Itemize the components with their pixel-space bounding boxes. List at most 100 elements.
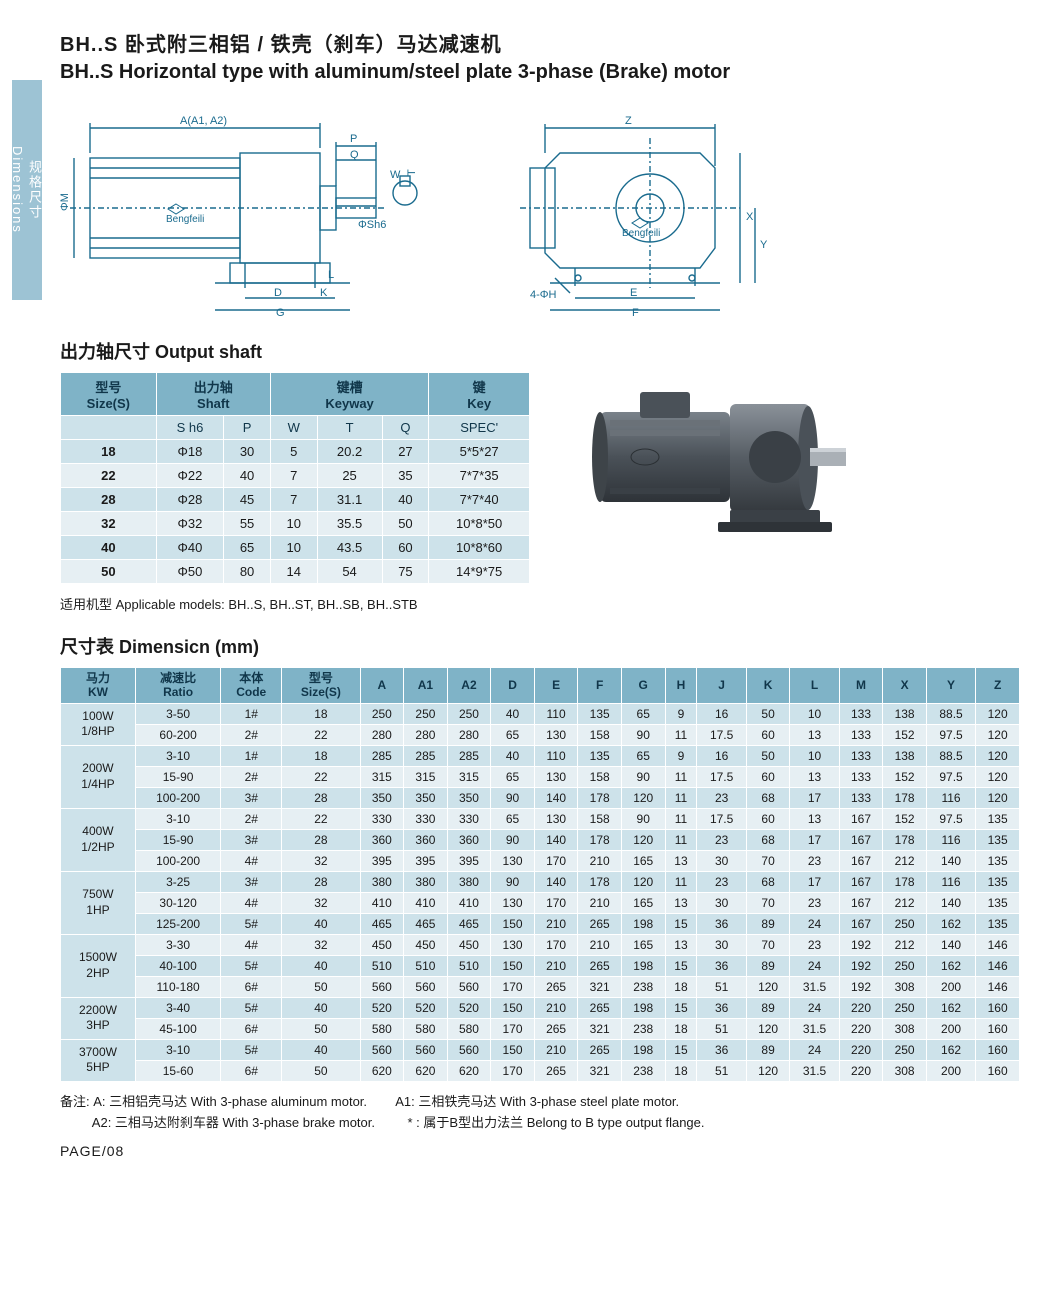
shaft-cell: 7 xyxy=(270,464,317,488)
dim-cell: 395 xyxy=(404,850,448,871)
dim-cell: 150 xyxy=(491,955,535,976)
dim-cell: 18 xyxy=(282,745,360,766)
shaft-cell: 50 xyxy=(61,560,157,584)
dim-cell: 70 xyxy=(746,934,790,955)
dim-header: 马力KW xyxy=(61,668,136,704)
dim-cell: 308 xyxy=(883,1060,927,1081)
dim-cell: 210 xyxy=(534,913,578,934)
dim-cell: 140 xyxy=(534,829,578,850)
dim-cell: 150 xyxy=(491,1039,535,1060)
dim-cell: 45-100 xyxy=(135,1018,220,1039)
dim-cell: 465 xyxy=(404,913,448,934)
dim-cell: 23 xyxy=(697,787,746,808)
dim-cell: 162 xyxy=(926,997,975,1018)
dim-cell: 510 xyxy=(404,955,448,976)
dim-cell: 90 xyxy=(491,871,535,892)
dim-cell: 321 xyxy=(578,976,622,997)
diag-label-H: 4-ΦH xyxy=(530,289,557,301)
dim-header: M xyxy=(839,668,883,704)
dim-cell: 520 xyxy=(360,997,404,1018)
dim-cell: 200 xyxy=(926,976,975,997)
dim-cell: 60 xyxy=(746,808,790,829)
shaft-header: 型号Size(S) xyxy=(61,373,157,416)
dim-cell: 3-30 xyxy=(135,934,220,955)
dim-cell: 265 xyxy=(578,913,622,934)
shaft-cell: 55 xyxy=(224,512,271,536)
dim-cell: 120 xyxy=(976,745,1020,766)
dim-cell: 15 xyxy=(665,997,697,1018)
dim-cell: 40 xyxy=(282,913,360,934)
dim-cell: 212 xyxy=(883,934,927,955)
dim-cell: 220 xyxy=(839,997,883,1018)
dim-kw-cell: 3700W5HP xyxy=(61,1039,136,1081)
dim-cell: 13 xyxy=(790,808,839,829)
dim-cell: 280 xyxy=(404,724,448,745)
diag-label-W: W xyxy=(390,169,401,181)
dim-cell: 88.5 xyxy=(926,745,975,766)
dim-cell: 89 xyxy=(746,913,790,934)
dim-cell: 510 xyxy=(360,955,404,976)
diag-label-X: X xyxy=(746,211,754,223)
dim-cell: 15 xyxy=(665,1039,697,1060)
dim-cell: 11 xyxy=(665,724,697,745)
dim-cell: 40 xyxy=(491,745,535,766)
footnote-1a: 备注: A: 三相铝壳马达 With 3-phase aluminum moto… xyxy=(60,1094,367,1109)
dim-cell: 130 xyxy=(491,934,535,955)
dim-header: K xyxy=(746,668,790,704)
dim-cell: 130 xyxy=(491,850,535,871)
shaft-cell: 60 xyxy=(382,536,429,560)
shaft-cell: 35 xyxy=(382,464,429,488)
dim-cell: 11 xyxy=(665,871,697,892)
diag-label-F: F xyxy=(632,307,639,318)
dim-cell: 140 xyxy=(534,871,578,892)
dim-cell: 280 xyxy=(360,724,404,745)
dim-cell: 120 xyxy=(621,871,665,892)
dim-cell: 70 xyxy=(746,892,790,913)
dim-cell: 11 xyxy=(665,808,697,829)
shaft-cell: 43.5 xyxy=(317,536,382,560)
footnote-2a: A2: 三相马达附刹车器 With 3-phase brake motor. xyxy=(92,1115,375,1130)
dim-cell: 170 xyxy=(534,850,578,871)
shaft-heading: 出力轴尺寸 Output shaft xyxy=(60,338,1020,364)
dim-cell: 198 xyxy=(621,997,665,1018)
dim-cell: 410 xyxy=(447,892,491,913)
dim-cell: 1# xyxy=(221,703,282,724)
footnote-1b: A1: 三相铁壳马达 With 3-phase steel plate moto… xyxy=(395,1094,679,1109)
dim-cell: 170 xyxy=(491,976,535,997)
dim-cell: 167 xyxy=(839,871,883,892)
dim-cell: 17.5 xyxy=(697,808,746,829)
dim-header: 型号Size(S) xyxy=(282,668,360,704)
diagram-left: A(A1, A2) P Q ΦM ΦSh6 W T L D K G Bengfe… xyxy=(60,98,420,318)
dim-cell: 198 xyxy=(621,1039,665,1060)
dim-cell: 17 xyxy=(790,829,839,850)
dim-cell: 50 xyxy=(746,745,790,766)
dim-cell: 395 xyxy=(360,850,404,871)
dim-cell: 51 xyxy=(697,1018,746,1039)
dim-cell: 198 xyxy=(621,955,665,976)
dim-cell: 135 xyxy=(976,913,1020,934)
dim-cell: 36 xyxy=(697,913,746,934)
dim-cell: 31.5 xyxy=(790,1060,839,1081)
dim-cell: 178 xyxy=(883,871,927,892)
dim-cell: 24 xyxy=(790,997,839,1018)
dim-cell: 210 xyxy=(578,850,622,871)
diag-label-Sh6: ΦSh6 xyxy=(358,219,386,231)
shaft-cell: 7*7*35 xyxy=(429,464,530,488)
dim-cell: 210 xyxy=(534,1039,578,1060)
footnote: 备注: A: 三相铝壳马达 With 3-phase aluminum moto… xyxy=(60,1092,1020,1134)
dim-cell: 36 xyxy=(697,997,746,1018)
dim-cell: 17 xyxy=(790,871,839,892)
dim-cell: 22 xyxy=(282,808,360,829)
dim-cell: 140 xyxy=(926,934,975,955)
dim-cell: 6# xyxy=(221,1018,282,1039)
dim-cell: 11 xyxy=(665,787,697,808)
shaft-cell: 32 xyxy=(61,512,157,536)
dim-cell: 120 xyxy=(976,703,1020,724)
dim-cell: 265 xyxy=(534,976,578,997)
dim-cell: 31.5 xyxy=(790,1018,839,1039)
dim-cell: 146 xyxy=(976,934,1020,955)
dim-cell: 88.5 xyxy=(926,703,975,724)
dim-cell: 138 xyxy=(883,745,927,766)
dim-cell: 4# xyxy=(221,934,282,955)
dim-cell: 133 xyxy=(839,766,883,787)
